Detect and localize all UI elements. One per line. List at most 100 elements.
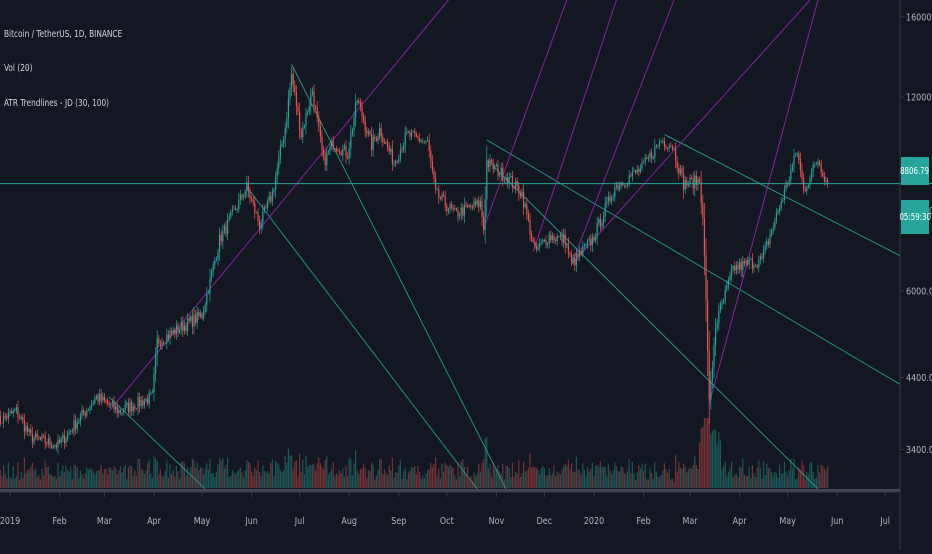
- volume-bar: [387, 475, 389, 488]
- volume-bar: [19, 480, 21, 488]
- candle-body: [22, 417, 24, 421]
- volume-bar: [678, 461, 680, 488]
- candle-body: [799, 159, 801, 170]
- candle-body: [127, 403, 129, 412]
- volume-bar: [740, 467, 742, 488]
- volume-bar: [283, 469, 285, 488]
- candle-body: [588, 239, 590, 241]
- trendline-down-5: [664, 134, 900, 257]
- candle-body: [483, 216, 485, 230]
- candle-body: [665, 146, 667, 148]
- candle-body: [428, 139, 430, 151]
- volume-bar: [516, 473, 518, 488]
- candle-body: [203, 311, 205, 318]
- volume-bar: [220, 460, 222, 488]
- volume-bar: [345, 465, 347, 488]
- candle-body: [601, 222, 603, 227]
- candle-body: [676, 161, 678, 168]
- candle-body: [660, 141, 662, 143]
- volume-bar: [660, 475, 662, 488]
- volume-bar: [798, 467, 800, 488]
- volume-bar: [305, 455, 307, 488]
- volume-bar: [814, 478, 816, 488]
- volume-bar: [4, 473, 6, 488]
- candle-body: [81, 410, 83, 416]
- volume-bar: [366, 477, 368, 488]
- candle-body: [769, 234, 771, 245]
- candle-body: [732, 266, 734, 268]
- volume-bar: [294, 461, 296, 488]
- candle-body: [257, 212, 259, 221]
- candle-body: [777, 211, 779, 213]
- volume-bar: [87, 469, 89, 488]
- candle-body: [6, 417, 8, 419]
- volume-bar: [751, 465, 753, 488]
- volume-bar: [14, 478, 16, 488]
- volume-bar: [540, 468, 542, 488]
- volume-bar: [81, 474, 83, 488]
- volume-bar: [763, 460, 765, 488]
- candle-body: [143, 401, 145, 406]
- volume-bar: [449, 464, 451, 488]
- volume-bar: [614, 462, 616, 488]
- volume-bar: [358, 473, 360, 488]
- candle-body: [265, 206, 267, 208]
- volume-bar: [683, 463, 685, 488]
- candle-body: [249, 191, 251, 199]
- candle-body: [331, 141, 333, 147]
- candle-body: [436, 189, 438, 190]
- volume-bar: [222, 458, 224, 488]
- volume-bar: [164, 470, 166, 488]
- volume-bar: [44, 460, 46, 488]
- countdown-badge: 05:59:30: [899, 200, 931, 234]
- volume-bar: [188, 476, 190, 488]
- y-tick-label: 12000.00: [906, 93, 932, 104]
- candle-body: [383, 142, 385, 144]
- candle-body: [420, 141, 422, 143]
- candle-body: [67, 432, 69, 439]
- candle-body: [151, 392, 153, 393]
- volume-bar: [41, 468, 43, 488]
- volume-bar: [497, 465, 499, 488]
- candle-body: [564, 234, 566, 246]
- candle-body: [815, 164, 817, 166]
- last-price-badge: 8806.79: [900, 157, 930, 185]
- volume-bar: [233, 472, 235, 488]
- candle-body: [766, 241, 768, 246]
- candle-body: [500, 167, 502, 175]
- volume-bar: [713, 428, 715, 488]
- volume-bar: [75, 465, 77, 488]
- volume-bar: [756, 467, 758, 488]
- candle-body: [15, 407, 17, 411]
- volume-bar: [611, 474, 613, 488]
- legend-symbol[interactable]: Bitcoin / TetherUS, 1D, BINANCE: [4, 29, 123, 40]
- volume-bar: [30, 466, 32, 488]
- volume-bar: [207, 469, 209, 488]
- candle-body: [827, 179, 829, 184]
- volume-bar: [313, 464, 315, 488]
- candle-body: [628, 175, 630, 184]
- candle-body: [236, 208, 238, 210]
- volume-bar: [182, 461, 184, 488]
- volume-bar: [23, 457, 25, 488]
- candle-body: [526, 204, 528, 215]
- volume-bar: [195, 467, 197, 488]
- candle-body: [163, 342, 165, 344]
- volume-bar: [118, 470, 120, 488]
- candle-body: [759, 256, 761, 260]
- volume-bar: [494, 468, 496, 488]
- volume-bar: [35, 468, 37, 488]
- volume-bar: [150, 473, 152, 488]
- volume-bar: [571, 463, 573, 488]
- volume-bar: [414, 466, 416, 488]
- volume-bar: [529, 453, 531, 488]
- volume-bar: [582, 463, 584, 488]
- trendline-down-2: [246, 186, 478, 489]
- volume-bar: [425, 473, 427, 488]
- candle-body: [673, 149, 675, 150]
- volume-bar: [444, 462, 446, 488]
- legend-indicator[interactable]: ATR Trendlines - JD (30, 100): [4, 98, 110, 109]
- legend-volume[interactable]: Vol (20): [4, 63, 33, 74]
